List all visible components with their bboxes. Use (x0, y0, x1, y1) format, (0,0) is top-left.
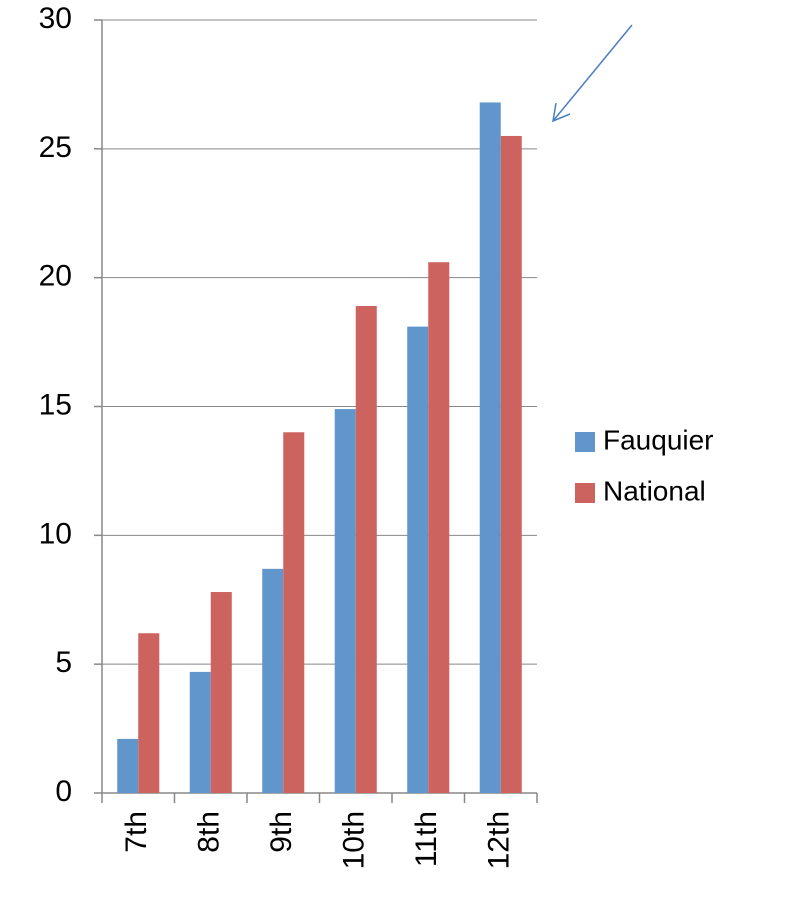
legend-swatch (575, 483, 595, 503)
annotation-arrow (552, 24, 633, 122)
bar (262, 568, 284, 793)
y-tick-label: 20 (39, 260, 72, 293)
bar (355, 306, 377, 793)
x-tick-label: 12th (483, 811, 516, 869)
bar (138, 633, 160, 793)
legend-swatch (575, 432, 595, 452)
x-tick-label: 7th (120, 811, 153, 853)
bar (428, 262, 450, 793)
y-tick-label: 25 (39, 131, 72, 164)
y-tick-label: 5 (55, 646, 72, 679)
y-tick-label: 0 (55, 775, 72, 808)
x-tick-label: 10th (338, 811, 371, 869)
y-tick-label: 15 (39, 388, 72, 421)
x-tick-label: 8th (193, 811, 226, 853)
x-tick-label: 9th (265, 811, 298, 853)
bar (283, 432, 305, 793)
legend-label: National (603, 475, 706, 506)
x-tick-label: 11th (410, 811, 443, 867)
bar (117, 738, 139, 793)
y-tick-label: 10 (39, 517, 72, 550)
legend-label: Fauquier (603, 424, 714, 455)
bar (189, 671, 211, 793)
bar (500, 135, 522, 793)
bar (479, 102, 501, 794)
bar (334, 409, 356, 793)
bar (210, 592, 232, 793)
y-tick-label: 30 (39, 2, 72, 35)
bar (407, 326, 429, 793)
annotation-arrowhead (552, 102, 571, 123)
